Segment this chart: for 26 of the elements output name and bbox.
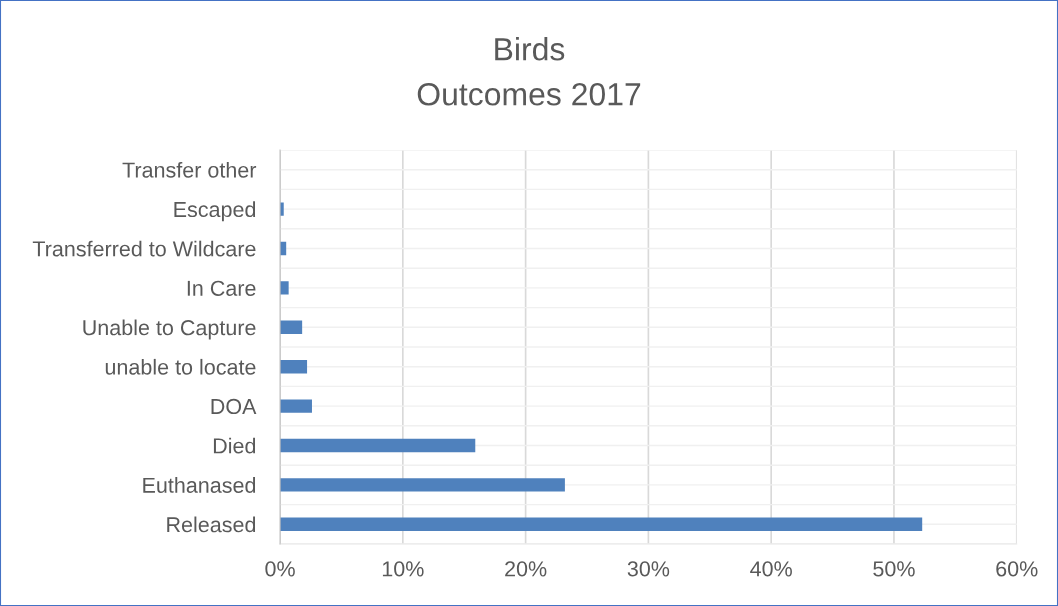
y-tick-label: Transfer other [122, 161, 257, 178]
y-tick-label: Euthanased [143, 477, 256, 493]
y-tick-label: unable to locate [105, 358, 256, 375]
chart-title: Birds [495, 37, 565, 61]
bar [280, 517, 923, 531]
bar [280, 281, 289, 295]
x-tick-label: 50% [873, 561, 915, 577]
y-tick-label: Unable to Capture [83, 319, 256, 340]
x-tick-label: 60% [996, 561, 1038, 577]
y-tick-label: Released [167, 516, 256, 533]
y-tick-label: Transferred to Wildcare [32, 240, 256, 257]
bar [280, 320, 303, 334]
bar [280, 399, 312, 413]
y-tick-label: Died [213, 437, 256, 454]
x-tick-label: 10% [382, 561, 424, 577]
x-tick-label: 30% [627, 561, 670, 577]
x-tick-label: 20% [505, 561, 547, 577]
y-tick-label: Escaped [174, 201, 256, 222]
bar [280, 438, 476, 453]
bar [280, 478, 565, 492]
x-tick-label: 40% [750, 561, 792, 577]
bar [280, 360, 308, 374]
chart-subtitle: Outcomes 2017 [417, 82, 641, 106]
y-tick-label: DOA [211, 398, 257, 415]
y-tick-label: In Care [187, 280, 256, 296]
x-tick-label: 0% [265, 561, 295, 577]
